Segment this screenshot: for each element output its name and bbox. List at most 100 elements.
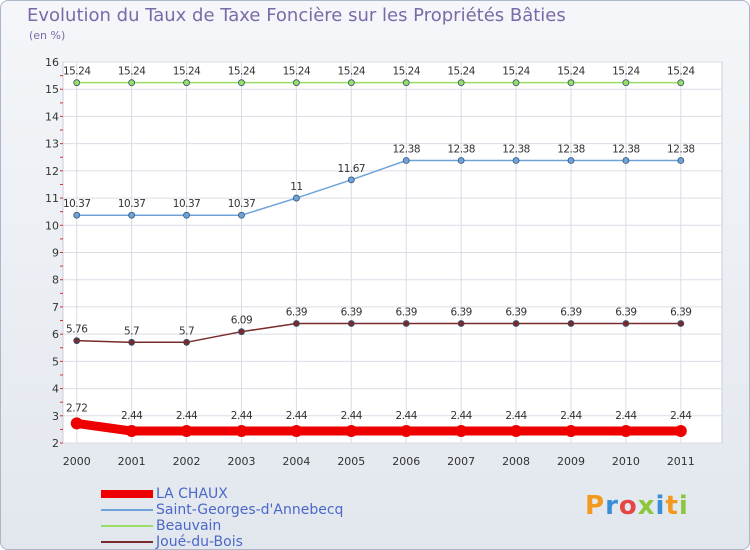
data-point (125, 425, 138, 438)
data-point (292, 194, 300, 202)
y-tick-label: 13 (45, 138, 59, 151)
x-tick-label: 2006 (392, 455, 420, 468)
x-tick-label: 2007 (447, 455, 475, 468)
data-point (128, 338, 136, 346)
x-tick-label: 2005 (337, 455, 365, 468)
series-1: 10.37 10.37 10.37 10.37 11 11.67 12.38 12.38 12.… (63, 144, 695, 219)
legend-item: LA CHAUX (101, 486, 343, 502)
data-point (128, 211, 136, 219)
y-tick-label: 9 (52, 247, 59, 260)
data-point (235, 425, 248, 438)
data-label: 2.44 (341, 410, 363, 422)
data-label: 2.44 (505, 410, 527, 422)
legend-label: Joué-du-Bois (156, 534, 243, 550)
series-3: 5.76 5.7 5.7 6.09 6.39 6.39 6.39 6.39 6.39 6.39 6.… (66, 307, 692, 346)
data-label: 6.39 (560, 307, 581, 319)
x-tick-label: 2004 (282, 455, 310, 468)
data-point (402, 79, 410, 87)
y-tick-label: 12 (45, 165, 59, 178)
legend-item: Beauvain (101, 518, 343, 534)
data-point (290, 425, 303, 438)
data-point (183, 338, 190, 346)
data-label: 6.39 (505, 307, 526, 319)
data-label: 15.24 (173, 66, 201, 78)
data-point (622, 157, 630, 164)
data-point (402, 320, 410, 327)
data-label: 6.39 (396, 307, 417, 319)
y-tick-label: 3 (52, 410, 59, 423)
y-tick-label: 14 (45, 110, 59, 123)
legend-label: Beauvain (156, 518, 222, 534)
data-point (512, 157, 520, 164)
data-point (73, 79, 81, 87)
y-tick-label: 10 (45, 219, 59, 232)
data-label: 2.44 (450, 410, 472, 422)
data-point (400, 425, 413, 438)
x-tick-label: 2011 (667, 455, 695, 468)
x-tick-label: 2002 (173, 455, 201, 468)
data-point (567, 79, 575, 87)
data-label: 12.38 (392, 144, 420, 156)
data-label: 12.38 (557, 144, 585, 156)
x-tick-label: 2001 (118, 455, 146, 468)
data-point (455, 425, 468, 438)
data-label: 15.24 (338, 66, 366, 78)
legend: LA CHAUX Saint-Georges-d'Annebecq Beauvain… (101, 486, 343, 550)
legend-swatch (101, 525, 153, 527)
data-point (512, 79, 520, 87)
data-label: 15.24 (228, 66, 256, 78)
data-point (457, 320, 465, 327)
legend-item: Saint-Georges-d'Annebecq (101, 502, 343, 518)
data-label: 6.39 (670, 307, 691, 319)
legend-item: Joué-du-Bois (101, 534, 343, 550)
data-point (73, 211, 81, 219)
data-label: 2.72 (66, 402, 87, 414)
data-label: 15.24 (283, 66, 311, 78)
data-label: 2.44 (231, 410, 253, 422)
data-label: 15.24 (612, 66, 640, 78)
data-label: 6.39 (615, 307, 636, 319)
data-label: 12.38 (667, 144, 695, 156)
data-label: 10.37 (173, 198, 201, 210)
data-label: 10.37 (118, 198, 146, 210)
legend-label: LA CHAUX (156, 486, 228, 502)
data-label: 2.44 (670, 410, 692, 422)
data-label: 2.44 (560, 410, 582, 422)
data-point (510, 425, 523, 438)
data-label: 15.24 (63, 66, 91, 78)
data-label: 12.38 (502, 144, 530, 156)
y-tick-label: 11 (45, 192, 59, 205)
legend-swatch (101, 509, 153, 511)
data-label: 2.44 (176, 410, 198, 422)
data-label: 6.39 (286, 307, 307, 319)
data-label: 15.24 (118, 66, 146, 78)
data-label: 2.44 (121, 410, 143, 422)
series-line (72, 418, 686, 436)
data-label: 5.76 (66, 324, 88, 336)
data-point (70, 417, 83, 430)
data-point (347, 176, 355, 184)
chart-title: Evolution du Taux de Taxe Foncière sur l… (27, 5, 566, 26)
data-point (183, 79, 190, 87)
data-label: 2.44 (396, 410, 418, 422)
y-tick-label: 7 (52, 301, 59, 314)
series-line (75, 322, 682, 344)
data-label: 15.24 (447, 66, 475, 78)
data-point (238, 79, 245, 87)
data-label: 10.37 (63, 198, 91, 210)
y-tick-label: 8 (52, 274, 59, 287)
data-label: 5.7 (124, 325, 139, 337)
data-point (128, 79, 136, 87)
x-tick-label: 2010 (612, 455, 640, 468)
y-tick-label: 16 (45, 56, 59, 69)
data-label: 6.09 (231, 315, 252, 327)
data-point (183, 211, 190, 219)
x-tick-label: 2003 (227, 455, 255, 468)
series-2: 15.24 15.24 15.24 15.24 15.24 15.24 15.24 15.24… (63, 66, 696, 87)
data-point (73, 337, 81, 345)
data-label: 15.24 (667, 66, 695, 78)
data-label: 15.24 (502, 66, 530, 78)
y-tick-label: 6 (52, 328, 59, 341)
data-point (677, 79, 685, 87)
